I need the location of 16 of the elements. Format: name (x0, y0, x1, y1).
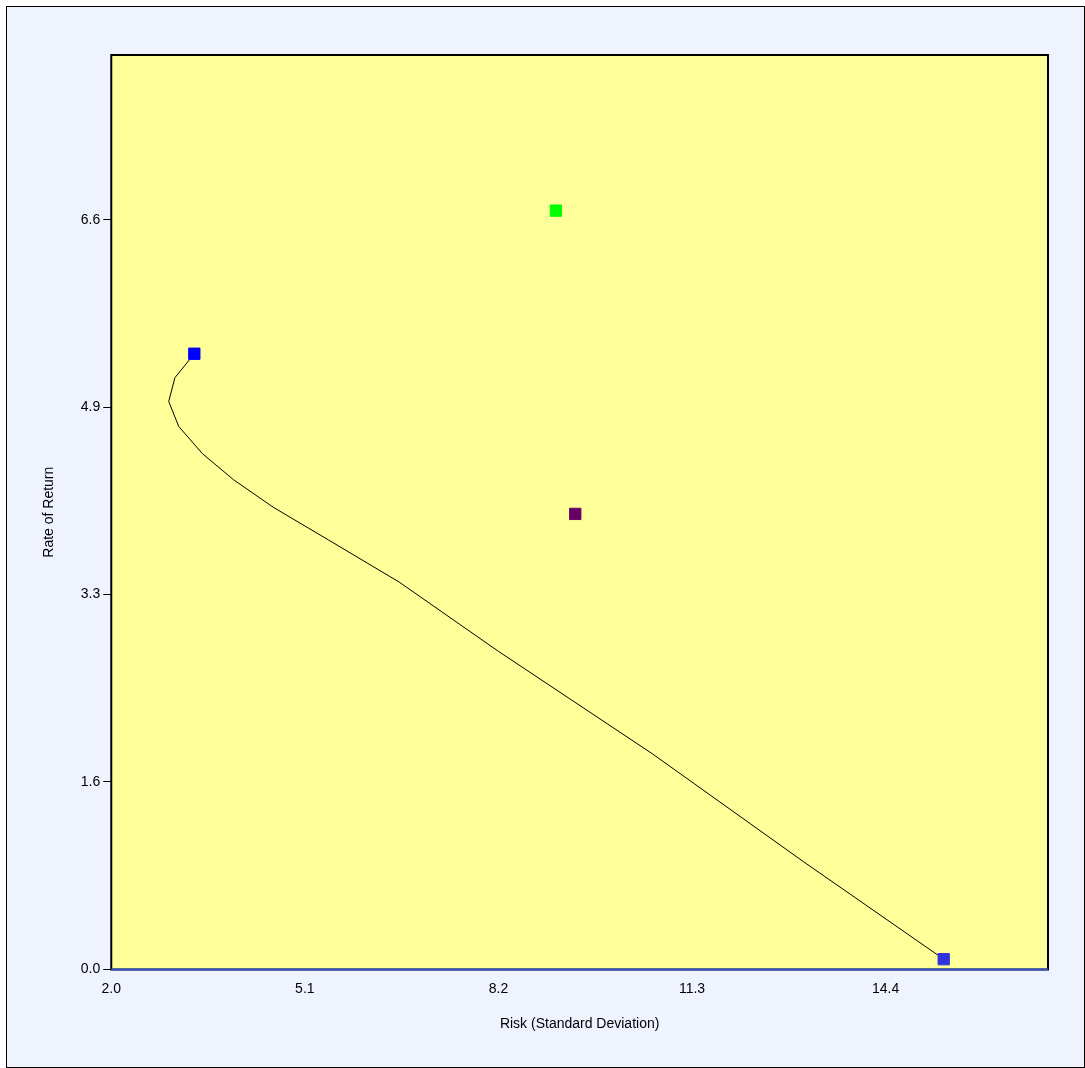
x-tick-label: 8.2 (488, 979, 509, 996)
x-tick-label: 2.0 (101, 979, 122, 996)
x-tick-label: 14.4 (872, 979, 900, 996)
point (937, 953, 950, 966)
y-tick-label: 6.6 (80, 210, 101, 227)
point (188, 347, 201, 360)
x-axis-title: Risk (Standard Deviation) (499, 1015, 660, 1032)
point (549, 204, 563, 217)
y-axis-title: Rate of Return (40, 466, 57, 558)
y-tick-label: 4.9 (80, 397, 101, 414)
y-tick-label: 3.3 (80, 585, 101, 602)
y-tick-label: 0.0 (80, 960, 101, 977)
point (569, 507, 582, 521)
x-tick-label: 11.3 (678, 979, 706, 996)
x-tick-label: 5.1 (295, 979, 315, 996)
y-tick-label: 1.6 (80, 772, 101, 789)
